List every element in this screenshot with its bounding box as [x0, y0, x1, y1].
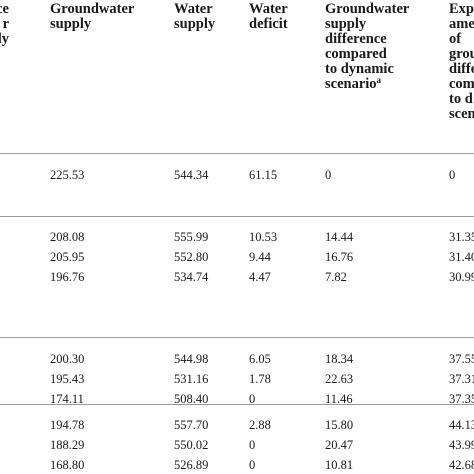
table-cell-exp: 37.55: [449, 352, 474, 366]
row-group-divider: [0, 337, 474, 338]
table-cell-wd: 10.53: [249, 230, 278, 244]
table-cell-wd: 4.47: [249, 270, 271, 284]
table-cell-wd: 61.15: [249, 168, 278, 182]
table-cell-ws: 557.70: [174, 418, 209, 432]
table-cell-exp: 31.35: [449, 230, 474, 244]
row-group-divider: [0, 404, 474, 405]
table-cell-diff: 16.76: [325, 250, 354, 264]
table-cell-gw: 200.30: [50, 352, 85, 366]
table-cell-diff: 11.46: [325, 392, 353, 406]
column-header-line: to dynamic: [325, 61, 394, 77]
table-cell-exp: 31.40: [449, 250, 474, 264]
column-header-line: difference: [325, 31, 387, 47]
column-header-line: scen: [449, 106, 474, 122]
table-cell-ws: 526.89: [174, 458, 209, 472]
table-cell-ws: 531.16: [174, 372, 209, 386]
table-cell-ws: 552.80: [174, 250, 209, 264]
table-cell-gw: 205.95: [50, 250, 85, 264]
column-header-line: ame: [449, 16, 474, 32]
column-header-line: Expe: [449, 1, 474, 17]
table-cell-diff: 18.34: [325, 352, 354, 366]
column-header-line: com: [449, 76, 474, 92]
table-cell-exp: 42.68: [449, 458, 474, 472]
column-header-gw_difference: Groundwater supply difference compared to dy…: [325, 2, 409, 92]
column-header-line: r: [2, 16, 9, 32]
column-header-line: supply: [325, 16, 367, 32]
table-cell-diff: 15.80: [325, 418, 354, 432]
column-header-line: Water: [249, 1, 288, 17]
table-cell-wd: 0: [249, 392, 256, 406]
column-header-line: ce: [0, 1, 9, 17]
table-cell-wd: 6.05: [249, 352, 271, 366]
table-cell-ws: 544.98: [174, 352, 209, 366]
column-header-line: scenario: [325, 76, 377, 92]
table-cell-wd: 1.78: [249, 372, 271, 386]
table-cell-wd: 2.88: [249, 418, 271, 432]
table-cell-gw: 168.80: [50, 458, 85, 472]
table-cell-ws: 508.40: [174, 392, 209, 406]
table-cell-ws: 555.99: [174, 230, 209, 244]
table-cell-gw: 174.11: [50, 392, 84, 406]
table-cell-diff: 14.44: [325, 230, 354, 244]
table-cell-exp: 43.99: [449, 438, 474, 452]
row-group-divider: [0, 153, 474, 154]
column-header-line: of: [449, 31, 462, 47]
table-cell-wd: 0: [249, 438, 256, 452]
table-cell-exp: 37.31: [449, 372, 474, 386]
table-cell-gw: 188.29: [50, 438, 85, 452]
column-header-line: ly: [0, 31, 9, 47]
table-cell-exp: 37.35: [449, 392, 474, 406]
table-cell-gw: 195.43: [50, 372, 85, 386]
column-header-line: supply: [50, 16, 92, 32]
table-cell-exp: 30.99: [449, 270, 474, 284]
column-header-line: Groundwater: [325, 1, 410, 17]
table-cell-wd: 0: [249, 458, 256, 472]
table-cell-wd: 9.44: [249, 250, 271, 264]
column-header-water_supply: Water supply: [174, 2, 215, 32]
column-header-line: supply: [174, 16, 216, 32]
table-cell-ws: 550.02: [174, 438, 209, 452]
column-header-line: Water: [174, 1, 213, 17]
column-header-line: deficit: [249, 16, 288, 32]
column-header-line: diffe: [449, 61, 474, 77]
table-cell-gw: 194.78: [50, 418, 85, 432]
table-cell-diff: 20.47: [325, 438, 354, 452]
table-cell-ws: 534.74: [174, 270, 209, 284]
column-header-line: compared: [325, 46, 387, 62]
column-header-groundwater_supply: Groundwater supply: [50, 2, 134, 32]
column-header-water_deficit: Water deficit: [249, 2, 288, 32]
table-cell-gw: 225.53: [50, 168, 85, 182]
table-cell-exp: 44.13: [449, 418, 474, 432]
table-cell-exp: 0: [449, 168, 456, 182]
row-group-divider: [0, 216, 474, 217]
footnote-marker: a: [376, 75, 382, 85]
column-header-line: Groundwater: [50, 1, 135, 17]
table-cell-diff: 7.82: [325, 270, 347, 284]
column-header-line: to d: [449, 91, 473, 107]
table-cell-gw: 208.08: [50, 230, 85, 244]
table-cell-diff: 0: [325, 168, 332, 182]
column-header-line: grou: [449, 46, 474, 62]
table-cell-diff: 10.81: [325, 458, 354, 472]
table-cell-ws: 544.34: [174, 168, 209, 182]
table-cell-gw: 196.76: [50, 270, 85, 284]
table-cell-diff: 22.63: [325, 372, 354, 386]
column-header-col0: cerly: [0, 2, 9, 47]
